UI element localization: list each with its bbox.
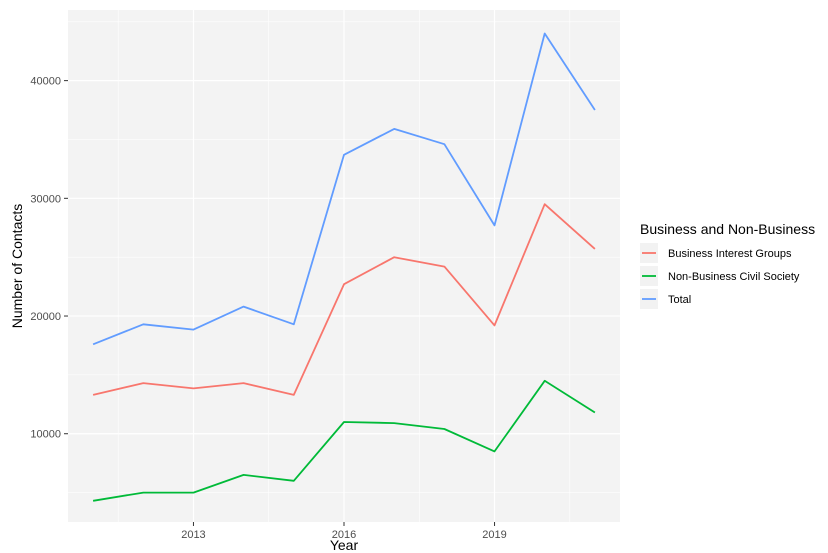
x-axis-title: Year	[330, 537, 359, 553]
y-tick-label: 40000	[30, 76, 61, 88]
series-line-2	[92, 379, 596, 502]
legend-title: Business and Non-Business	[640, 221, 815, 237]
y-tick-label: 20000	[30, 311, 61, 323]
legend-items: Business Interest Groups Non-Business Civ…	[640, 243, 800, 309]
series-line-3	[92, 32, 596, 346]
legend: Business and Non-Business Business Inter…	[640, 221, 815, 309]
legend-item-label: Non-Business Civil Society	[668, 271, 800, 283]
x-axis-ticks: 2013 2016 2019	[181, 522, 507, 541]
series-line-1	[92, 203, 596, 396]
y-tick-label: 10000	[30, 429, 61, 441]
x-tick-label: 2016	[332, 529, 356, 541]
major-gridlines	[68, 10, 620, 522]
legend-item-label: Total	[668, 294, 691, 306]
y-axis-title: Number of Contacts	[9, 204, 25, 329]
y-axis-ticks: 10000 20000 30000 40000	[30, 76, 68, 441]
x-tick-label: 2019	[482, 529, 506, 541]
legend-item-label: Business Interest Groups	[668, 248, 792, 260]
x-tick-label: 2013	[181, 529, 205, 541]
series-lines	[92, 32, 596, 502]
y-tick-label: 30000	[30, 193, 61, 205]
